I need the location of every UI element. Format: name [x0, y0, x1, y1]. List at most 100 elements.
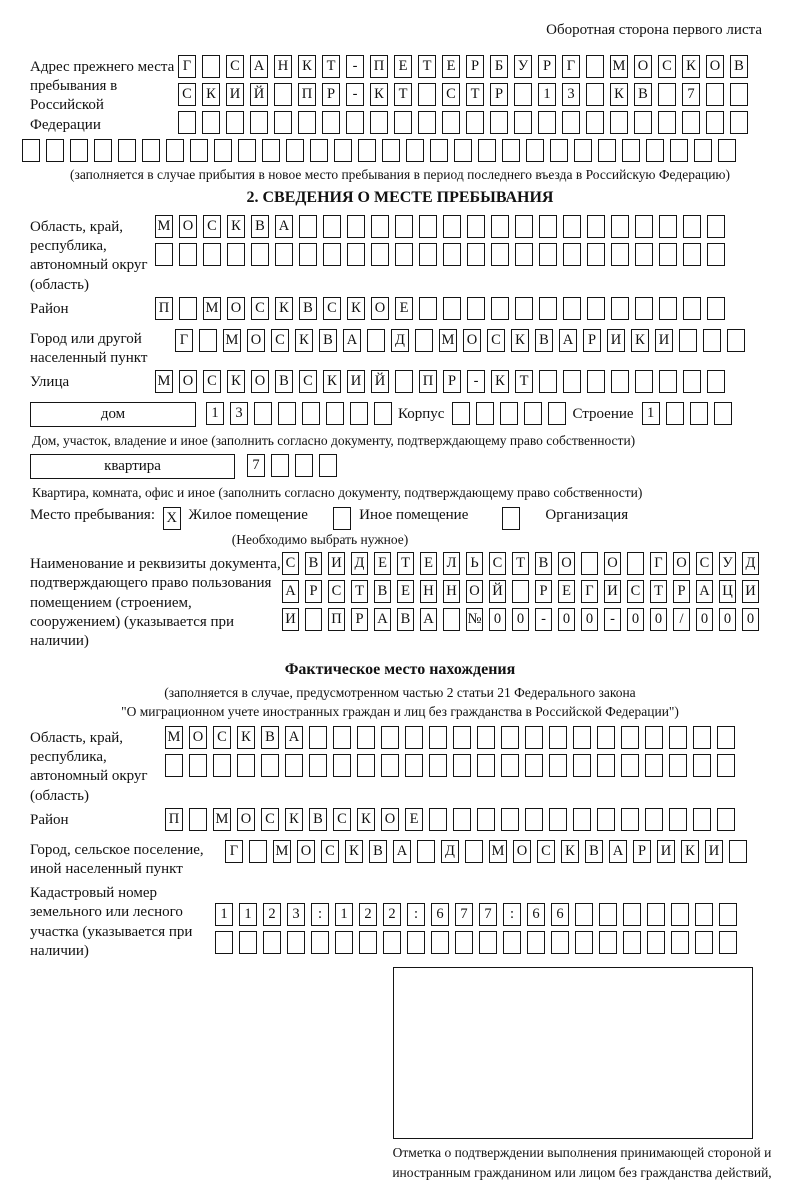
char-box[interactable]: К: [237, 726, 255, 750]
char-box[interactable]: [717, 754, 735, 778]
char-box[interactable]: С: [271, 328, 289, 352]
char-box[interactable]: [357, 754, 375, 778]
char-box[interactable]: [694, 139, 712, 162]
char-box[interactable]: [405, 754, 423, 778]
char-box[interactable]: О: [247, 328, 265, 352]
char-box[interactable]: [189, 807, 207, 831]
char-box[interactable]: О: [297, 839, 315, 863]
char-box[interactable]: [478, 139, 496, 162]
char-box[interactable]: [155, 243, 173, 266]
char-box[interactable]: [202, 111, 220, 134]
char-box[interactable]: [514, 111, 532, 134]
char-box[interactable]: 0: [650, 608, 667, 632]
char-box[interactable]: П: [165, 807, 183, 831]
char-box[interactable]: В: [535, 328, 553, 352]
char-box[interactable]: [323, 243, 341, 266]
char-box[interactable]: О: [463, 328, 481, 352]
char-box[interactable]: [415, 328, 433, 352]
char-box[interactable]: А: [343, 328, 361, 352]
char-box[interactable]: [683, 243, 701, 266]
char-box[interactable]: [539, 370, 557, 394]
char-box[interactable]: О: [634, 55, 652, 78]
char-box[interactable]: А: [275, 215, 293, 238]
char-box[interactable]: :: [503, 903, 521, 927]
char-box[interactable]: [371, 215, 389, 238]
char-box[interactable]: [645, 807, 663, 831]
char-box[interactable]: К: [275, 296, 293, 320]
char-box[interactable]: Н: [443, 580, 460, 604]
char-box[interactable]: [635, 215, 653, 238]
char-box[interactable]: [693, 754, 711, 778]
char-box[interactable]: [295, 454, 313, 478]
char-box[interactable]: [575, 931, 593, 955]
char-box[interactable]: [299, 243, 317, 266]
stay-option2-checkbox[interactable]: [333, 507, 352, 531]
char-box[interactable]: [285, 754, 303, 778]
char-box[interactable]: [310, 139, 328, 162]
char-box[interactable]: -: [346, 55, 364, 78]
char-box[interactable]: [419, 215, 437, 238]
char-box[interactable]: [274, 83, 292, 106]
char-box[interactable]: [215, 931, 233, 955]
char-box[interactable]: К: [347, 296, 365, 320]
char-box[interactable]: В: [251, 215, 269, 238]
char-box[interactable]: [627, 552, 644, 576]
char-box[interactable]: М: [155, 215, 173, 238]
char-box[interactable]: [646, 139, 664, 162]
char-box[interactable]: [94, 139, 112, 162]
char-box[interactable]: С: [299, 370, 317, 394]
char-box[interactable]: [730, 83, 748, 106]
char-box[interactable]: М: [439, 328, 457, 352]
char-box[interactable]: [142, 139, 160, 162]
char-box[interactable]: Т: [515, 370, 533, 394]
char-box[interactable]: [442, 111, 460, 134]
char-box[interactable]: [203, 243, 221, 266]
char-box[interactable]: С: [333, 807, 351, 831]
char-box[interactable]: И: [607, 328, 625, 352]
char-box[interactable]: 6: [551, 903, 569, 927]
char-box[interactable]: [581, 552, 598, 576]
char-box[interactable]: Р: [322, 83, 340, 106]
char-box[interactable]: [503, 931, 521, 955]
char-box[interactable]: [358, 139, 376, 162]
char-box[interactable]: К: [511, 328, 529, 352]
char-box[interactable]: И: [226, 83, 244, 106]
char-box[interactable]: [251, 243, 269, 266]
char-box[interactable]: М: [203, 296, 221, 320]
char-box[interactable]: [549, 754, 567, 778]
char-box[interactable]: [658, 111, 676, 134]
char-box[interactable]: -: [346, 83, 364, 106]
char-box[interactable]: Д: [351, 552, 368, 576]
char-box[interactable]: [214, 139, 232, 162]
char-box[interactable]: [298, 111, 316, 134]
char-box[interactable]: [597, 754, 615, 778]
char-box[interactable]: [453, 754, 471, 778]
char-box[interactable]: [707, 370, 725, 394]
char-box[interactable]: О: [381, 807, 399, 831]
char-box[interactable]: В: [309, 807, 327, 831]
char-box[interactable]: И: [655, 328, 673, 352]
char-box[interactable]: И: [705, 839, 723, 863]
char-box[interactable]: 7: [247, 454, 265, 478]
char-box[interactable]: [443, 243, 461, 266]
char-box[interactable]: [418, 111, 436, 134]
char-box[interactable]: С: [489, 552, 506, 576]
char-box[interactable]: [213, 754, 231, 778]
char-box[interactable]: О: [604, 552, 621, 576]
char-box[interactable]: Ь: [466, 552, 483, 576]
char-box[interactable]: [695, 903, 713, 927]
char-box[interactable]: [707, 215, 725, 238]
char-box[interactable]: [573, 754, 591, 778]
char-box[interactable]: [659, 370, 677, 394]
char-box[interactable]: №: [466, 608, 483, 632]
char-box[interactable]: [623, 903, 641, 927]
char-box[interactable]: [443, 608, 460, 632]
char-box[interactable]: 1: [206, 402, 224, 426]
char-box[interactable]: [467, 215, 485, 238]
char-box[interactable]: В: [275, 370, 293, 394]
char-box[interactable]: [669, 807, 687, 831]
char-box[interactable]: [587, 296, 605, 320]
char-box[interactable]: [586, 55, 604, 78]
char-box[interactable]: Т: [512, 552, 529, 576]
char-box[interactable]: [611, 370, 629, 394]
